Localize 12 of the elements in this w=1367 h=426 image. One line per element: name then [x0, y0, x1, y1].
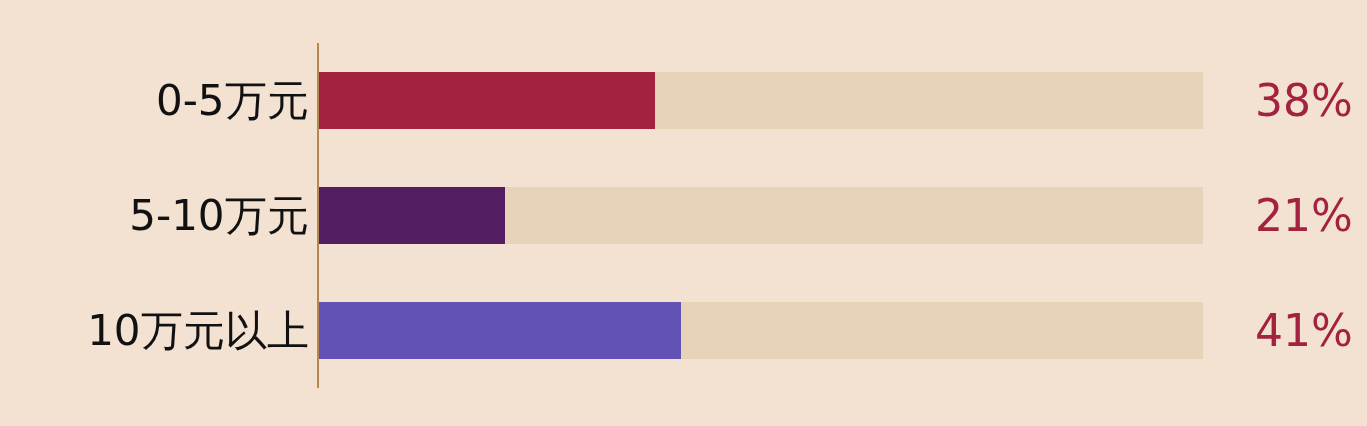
data-label: 21%: [1255, 190, 1353, 241]
bar: [681, 301, 1203, 360]
bar: [319, 186, 505, 245]
bar: [654, 71, 1203, 130]
bar: [319, 71, 655, 130]
bar: [319, 301, 682, 360]
bar: [504, 186, 1203, 245]
data-label: 41%: [1255, 305, 1353, 356]
y-tick-label: 10万元以上: [87, 306, 309, 356]
data-label: 38%: [1255, 75, 1353, 126]
y-tick-label: 5-10万元: [129, 191, 309, 241]
y-tick-label: 0-5万元: [155, 76, 309, 126]
